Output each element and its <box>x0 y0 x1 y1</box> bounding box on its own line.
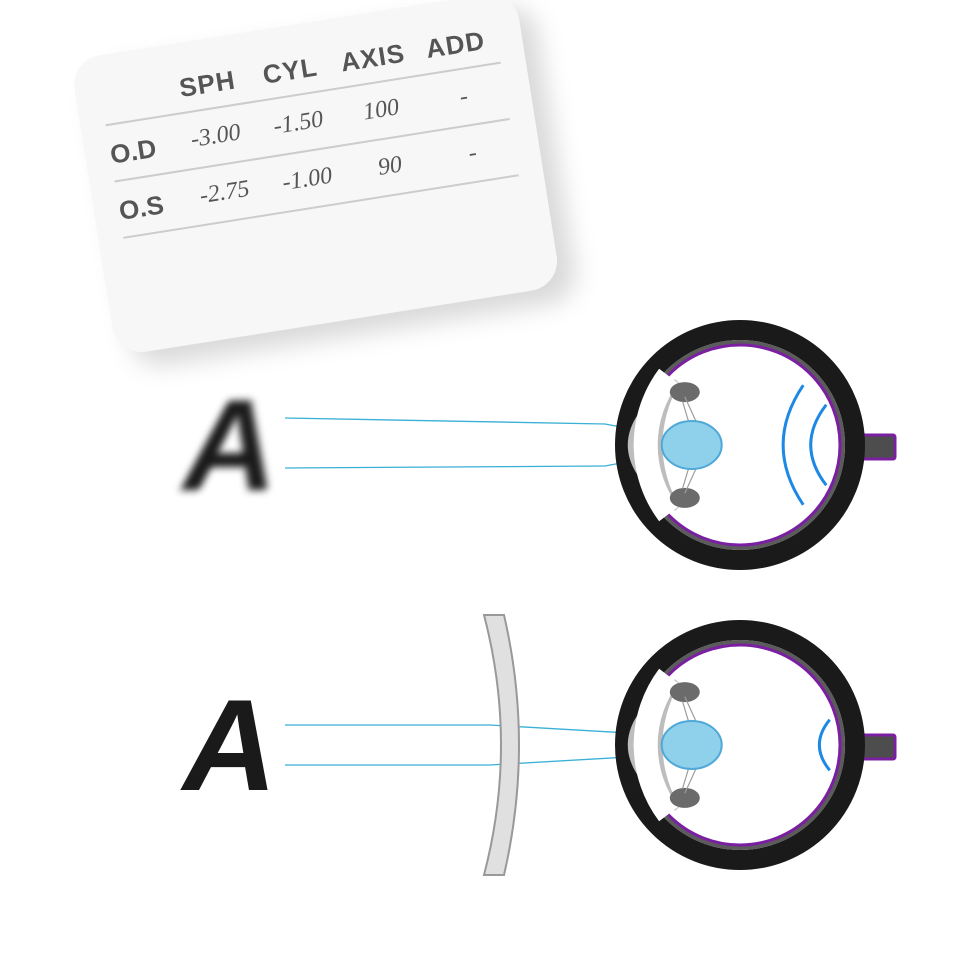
eye-svg <box>0 0 960 960</box>
diagram-canvas: . SPH CYL AXIS ADD O.D -3.00 -1.50 100 -… <box>0 0 960 960</box>
